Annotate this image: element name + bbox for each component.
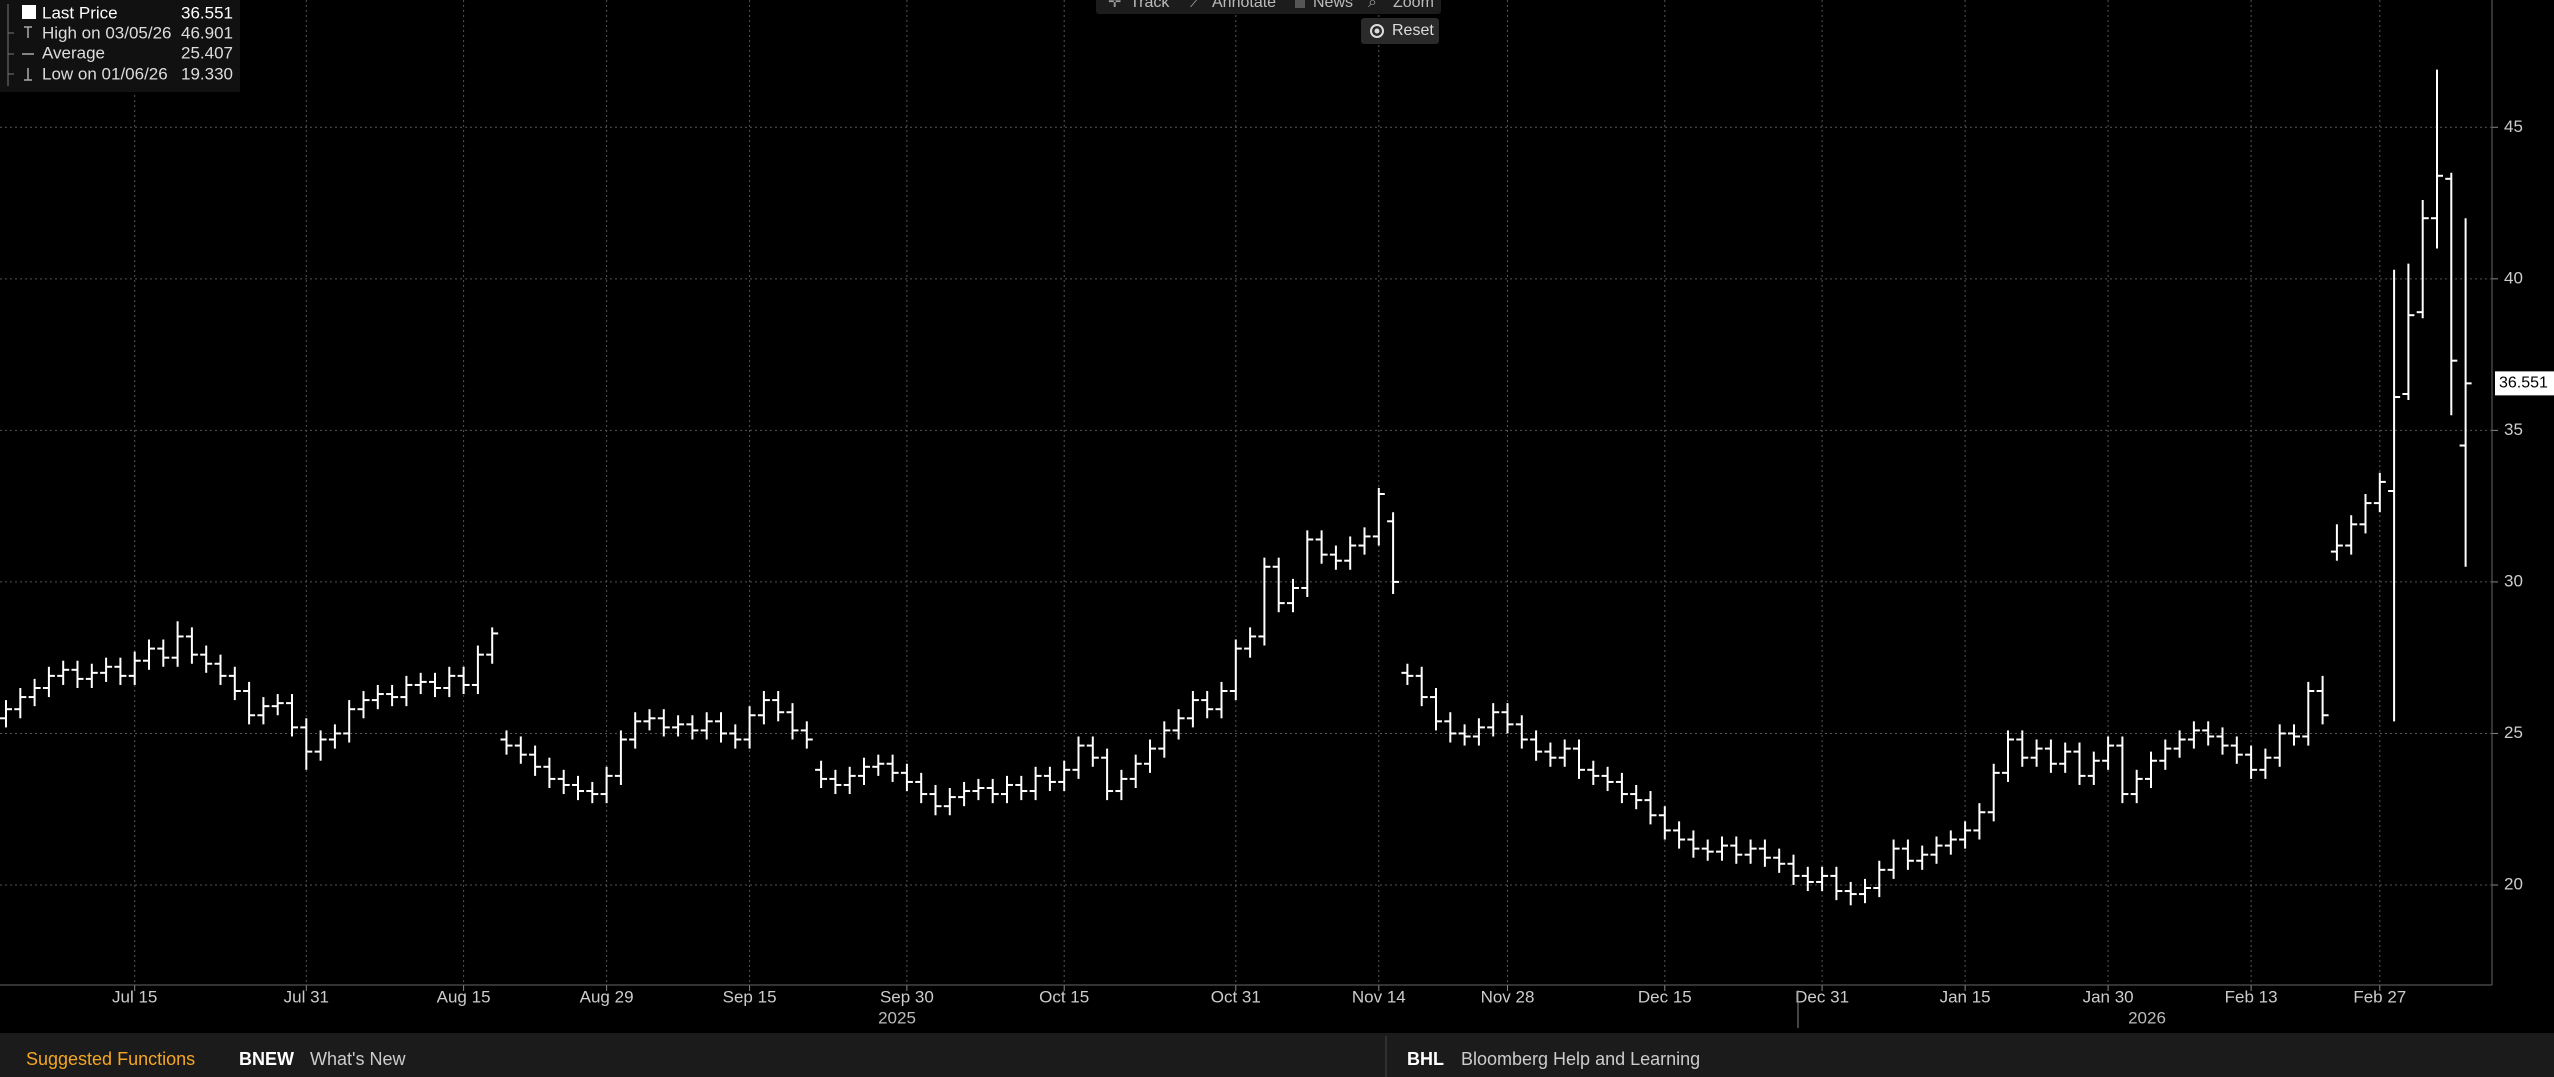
legend-label: Last Price xyxy=(42,3,118,22)
x-tick-label: Jan 30 xyxy=(2083,987,2134,1006)
last-price-tag xyxy=(2495,371,2554,396)
y-tick-label: 20 xyxy=(2504,874,2523,893)
x-tick-label: Oct 31 xyxy=(1211,987,1261,1006)
function-text: What's New xyxy=(310,1049,406,1069)
annotate-label: Annotate xyxy=(1212,0,1276,11)
zoom-button[interactable]: ⌕ Zoom xyxy=(1368,0,1434,11)
legend-label: Low on 01/06/26 xyxy=(42,64,168,83)
footer-bg xyxy=(0,1033,2554,1077)
price-tags: 36.551 xyxy=(2495,371,2554,396)
legend-box xyxy=(0,0,240,92)
x-tick-label: Dec 15 xyxy=(1638,987,1692,1006)
function-code: BHL xyxy=(1407,1049,1444,1069)
x-tick-label: Sep 30 xyxy=(880,987,934,1006)
track-label: Track xyxy=(1130,0,1170,11)
toolbar-icon: ✛ xyxy=(1108,0,1121,11)
x-tick-label: Sep 15 xyxy=(723,987,777,1006)
legend-value: 25.407 xyxy=(181,43,233,62)
legend-label: Average xyxy=(42,43,105,62)
x-tick-label: Jan 15 xyxy=(1940,987,1991,1006)
toolbar: ✛ Track ⟋ Annotate News ⌕ Zoom Reset xyxy=(1096,0,1441,44)
legend-swatch xyxy=(22,5,36,19)
year-label: 2025 xyxy=(878,1008,916,1027)
suggested-functions[interactable]: Suggested Functions xyxy=(26,1049,195,1069)
x-tick-label: Dec 31 xyxy=(1795,987,1849,1006)
footer: Suggested Functions BNEW What's New BHL … xyxy=(0,1033,2554,1077)
reset-icon xyxy=(1370,24,1384,38)
bnew-link[interactable]: BNEW What's New xyxy=(239,1049,406,1069)
bars xyxy=(0,69,2472,906)
news-button[interactable]: News xyxy=(1295,0,1353,11)
x-tick-label: Jul 15 xyxy=(112,987,157,1006)
toolbar-icon xyxy=(1295,0,1305,8)
x-tick-label: Nov 28 xyxy=(1481,987,1535,1006)
x-tick-label: Jul 31 xyxy=(284,987,329,1006)
y-tick-label: 35 xyxy=(2504,420,2523,439)
legend-value: 36.551 xyxy=(181,3,233,22)
year-label: 2026 xyxy=(2128,1008,2166,1027)
axes: 20 25 30 35 40 45 Jul 15 Jul 31 Aug 15 Aug 29 Sep … xyxy=(112,117,2523,1007)
function-text: Bloomberg Help and Learning xyxy=(1461,1049,1700,1069)
legend-icons xyxy=(22,26,34,81)
x-tick-label: Nov 14 xyxy=(1352,987,1406,1006)
reset-bg xyxy=(1361,18,1439,44)
y-tick-label: 25 xyxy=(2504,723,2523,742)
toolbar-icon: ⟋ xyxy=(1190,0,1202,11)
legend-label: High on 03/05/26 xyxy=(42,23,172,42)
legend-value: 46.901 xyxy=(181,23,233,42)
y-tick-label: 30 xyxy=(2504,571,2523,590)
grid xyxy=(0,0,2492,985)
legend-tree xyxy=(7,4,14,86)
news-label: News xyxy=(1313,0,1353,11)
x-tick-label: Oct 15 xyxy=(1039,987,1089,1006)
legend-value: 19.330 xyxy=(181,64,233,83)
toolbar-bg xyxy=(1096,0,1441,14)
function-code: BNEW xyxy=(239,1049,294,1069)
reset-button[interactable]: Reset xyxy=(1361,18,1439,44)
legend: Last Price 36.551 High on 03/05/26 46.90… xyxy=(0,0,240,92)
y-tick-label: 40 xyxy=(2504,268,2523,287)
track-button[interactable]: ✛ Track xyxy=(1108,0,1170,11)
y-tick-label: 45 xyxy=(2504,117,2523,136)
x-tick-label: Aug 15 xyxy=(437,987,491,1006)
last-price-label: 36.551 xyxy=(2499,375,2548,392)
toolbar-icon: ⌕ xyxy=(1368,0,1377,11)
zoom-label: Zoom xyxy=(1393,0,1434,11)
reset-icon-dot xyxy=(1374,28,1380,34)
x-tick-label: Feb 13 xyxy=(2225,987,2278,1006)
annotate-button[interactable]: ⟋ Annotate xyxy=(1190,0,1276,11)
x-tick-label: Aug 29 xyxy=(580,987,634,1006)
x-tick-label: Feb 27 xyxy=(2353,987,2406,1006)
reset-label: Reset xyxy=(1392,22,1434,39)
bhl-link[interactable]: BHL Bloomberg Help and Learning xyxy=(1407,1049,1700,1069)
